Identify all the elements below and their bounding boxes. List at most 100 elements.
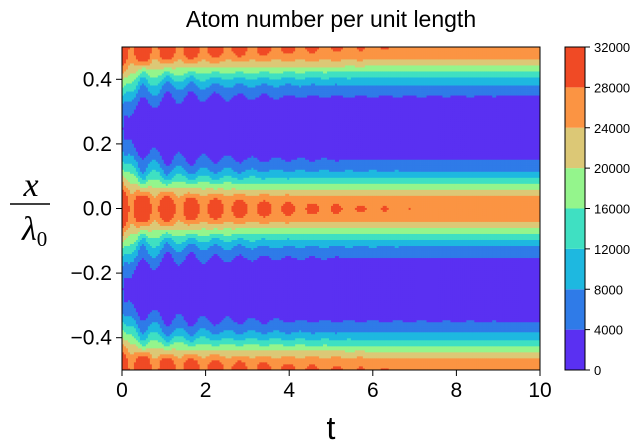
heatmap-cell — [123, 75, 127, 78]
heatmap-cell — [131, 63, 135, 66]
heatmap-cell — [129, 281, 133, 285]
heatmap-cell — [133, 229, 137, 232]
heatmap-cell — [143, 287, 147, 291]
heatmap-cell — [149, 91, 153, 94]
heatmap-cell — [145, 317, 149, 321]
heatmap-cell — [137, 55, 141, 58]
heatmap-cell — [137, 315, 141, 319]
heatmap-cell — [149, 347, 153, 351]
heatmap-cell — [129, 331, 133, 335]
heatmap-cell — [133, 83, 137, 86]
heatmap-cell — [125, 145, 129, 148]
heatmap-cell — [147, 47, 151, 50]
heatmap-cell — [129, 99, 133, 102]
heatmap-cell — [133, 251, 137, 255]
heatmap-cell — [141, 139, 145, 142]
heatmap-cell — [149, 237, 153, 240]
heatmap-cell — [135, 67, 139, 70]
heatmap-cell — [123, 215, 127, 218]
heatmap-cell — [141, 83, 145, 86]
heatmap-cell — [129, 299, 133, 303]
heatmap-cell — [141, 95, 145, 98]
heatmap-cell — [147, 247, 151, 251]
heatmap-cell — [143, 265, 147, 269]
heatmap-cell — [125, 129, 129, 132]
heatmap-cell — [137, 293, 141, 297]
heatmap-cell — [145, 85, 149, 88]
heatmap-cell — [127, 81, 131, 84]
heatmap-cell — [139, 355, 143, 359]
heatmap-cell — [137, 265, 141, 269]
heatmap-cell — [127, 351, 131, 355]
heatmap-cell — [139, 295, 143, 299]
heatmap-cell — [137, 47, 141, 50]
heatmap-cell — [131, 95, 135, 98]
heatmap-cell — [141, 285, 145, 289]
heatmap-cell — [143, 273, 147, 277]
heatmap-cell — [125, 57, 129, 60]
heatmap-cell — [131, 179, 135, 182]
heatmap-cell — [127, 265, 131, 269]
heatmap-cell — [145, 131, 149, 134]
heatmap-cell — [143, 165, 147, 168]
heatmap-cell — [145, 249, 149, 253]
heatmap-cell — [127, 99, 131, 102]
heatmap-cell — [137, 181, 141, 184]
heatmap-cell — [137, 303, 141, 307]
heatmap-cell — [123, 113, 127, 116]
heatmap-cell — [129, 255, 133, 259]
heatmap-cell — [133, 363, 137, 367]
heatmap-cell — [145, 101, 149, 104]
heatmap-cell — [149, 317, 153, 321]
heatmap-cell — [122, 339, 125, 343]
heatmap-cell — [129, 221, 133, 224]
heatmap-cell — [133, 321, 137, 325]
heatmap-cell — [147, 49, 151, 52]
heatmap-cell — [137, 357, 141, 361]
heatmap-cell — [127, 129, 131, 132]
heatmap-cell — [129, 57, 133, 60]
heatmap-cell — [131, 53, 135, 56]
heatmap-cell — [149, 235, 153, 238]
heatmap-cell — [127, 117, 131, 120]
heatmap-cell — [131, 229, 135, 232]
heatmap-cell — [127, 259, 131, 263]
heatmap-cell — [143, 327, 147, 331]
heatmap-cell — [145, 181, 149, 184]
heatmap-cell — [125, 295, 129, 299]
heatmap-cell — [139, 125, 143, 128]
heatmap-cell — [133, 75, 137, 78]
heatmap-cell — [129, 325, 133, 329]
heatmap-cell — [141, 315, 145, 319]
heatmap-cell — [141, 217, 145, 220]
heatmap-cell — [141, 337, 145, 341]
heatmap-cell — [147, 317, 151, 321]
heatmap-cell — [143, 131, 147, 134]
heatmap-cell — [127, 337, 131, 341]
heatmap-cell — [147, 173, 151, 176]
heatmap-cell — [145, 119, 149, 122]
heatmap-cell — [123, 307, 127, 311]
heatmap-cell — [129, 313, 133, 317]
heatmap-cell — [133, 193, 137, 196]
heatmap-cell — [123, 347, 127, 351]
heatmap-cell — [122, 295, 125, 299]
heatmap-cell — [143, 121, 147, 124]
heatmap-cell — [149, 163, 153, 166]
heatmap-cell — [147, 117, 151, 120]
heatmap-cell — [137, 57, 141, 60]
heatmap-cell — [125, 317, 129, 321]
heatmap-cell — [143, 85, 147, 88]
heatmap-cell — [141, 69, 145, 72]
heatmap-cell — [129, 101, 133, 104]
heatmap-cell — [133, 91, 137, 94]
heatmap-cell — [141, 177, 145, 180]
heatmap-cell — [129, 227, 133, 230]
heatmap-cell — [137, 331, 141, 335]
heatmap-cell — [141, 283, 145, 287]
heatmap-cell — [141, 303, 145, 307]
heatmap-cell — [133, 307, 137, 311]
heatmap-cell — [147, 217, 151, 220]
heatmap-cell — [141, 181, 145, 184]
heatmap-cell — [147, 213, 151, 216]
